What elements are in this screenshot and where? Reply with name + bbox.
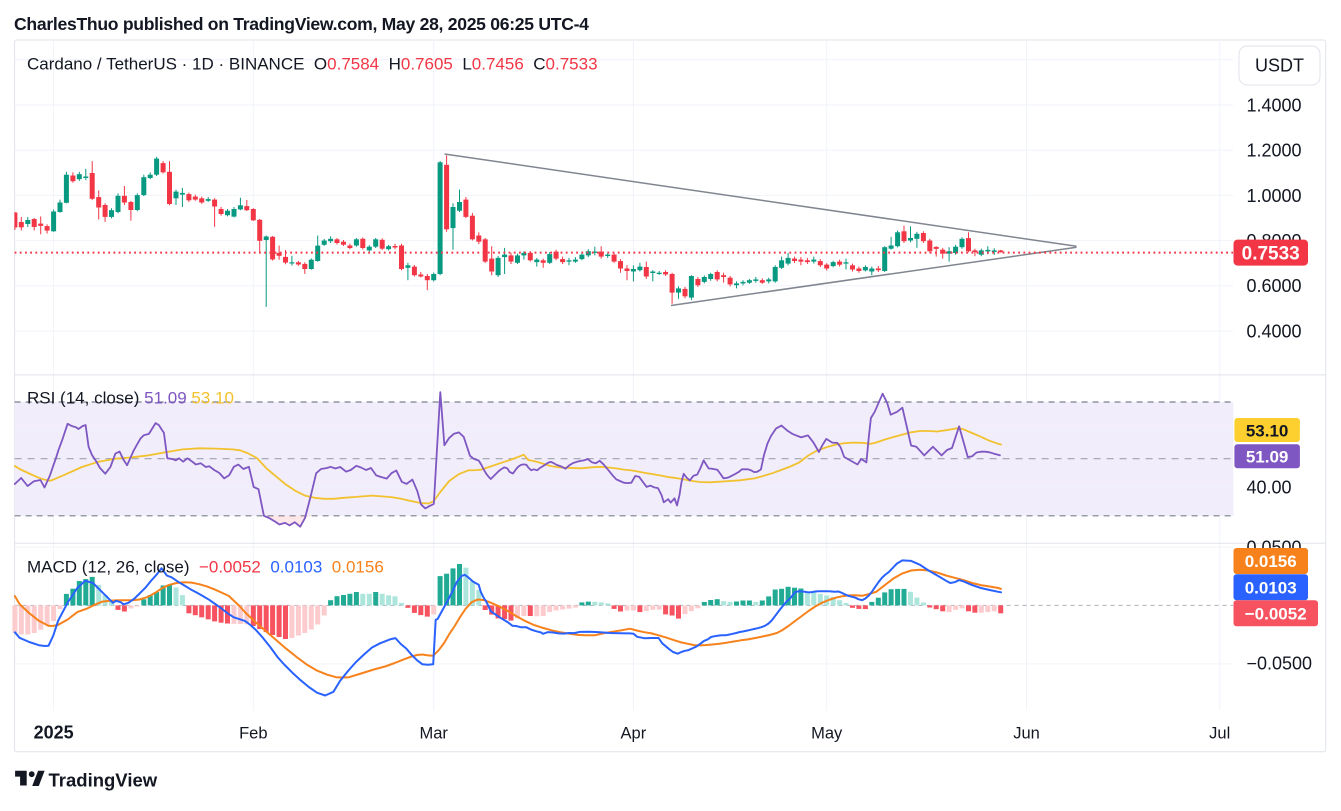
svg-text:Apr: Apr (621, 725, 647, 743)
svg-text:TradingView: TradingView (49, 770, 158, 791)
svg-text:0.6000: 0.6000 (1247, 276, 1302, 296)
svg-text:2025: 2025 (34, 723, 74, 743)
svg-text:RSI (14, close) 51.09 53.10: RSI (14, close) 51.09 53.10 (27, 389, 234, 408)
svg-text:1.0000: 1.0000 (1247, 186, 1302, 206)
svg-text:1.4000: 1.4000 (1247, 95, 1302, 115)
svg-text:Cardano / TetherUS · 1D · BINA: Cardano / TetherUS · 1D · BINANCE O0.758… (27, 55, 598, 74)
svg-text:0.4000: 0.4000 (1247, 321, 1302, 341)
svg-text:Jun: Jun (1013, 725, 1040, 743)
svg-text:51.09: 51.09 (1246, 448, 1289, 467)
svg-text:0.7533: 0.7533 (1242, 243, 1300, 264)
svg-text:−0.0052: −0.0052 (1245, 604, 1307, 623)
svg-text:0.0103: 0.0103 (1245, 578, 1297, 597)
svg-text:Jul: Jul (1209, 725, 1230, 743)
svg-text:53.10: 53.10 (1246, 421, 1289, 440)
svg-text:40.00: 40.00 (1247, 478, 1292, 498)
svg-text:Mar: Mar (419, 725, 448, 743)
svg-text:−0.0500: −0.0500 (1247, 653, 1313, 673)
svg-text:CharlesThuo published on Tradi: CharlesThuo published on TradingView.com… (14, 14, 589, 34)
svg-text:USDT: USDT (1255, 56, 1304, 76)
svg-text:Feb: Feb (239, 725, 267, 743)
svg-text:MACD (12, 26, close) −0.0052: MACD (12, 26, close) −0.0052 0.0103 0.01… (27, 558, 384, 577)
svg-text:1.2000: 1.2000 (1247, 141, 1302, 161)
svg-text:0.0156: 0.0156 (1245, 552, 1297, 571)
svg-text:May: May (811, 725, 843, 743)
